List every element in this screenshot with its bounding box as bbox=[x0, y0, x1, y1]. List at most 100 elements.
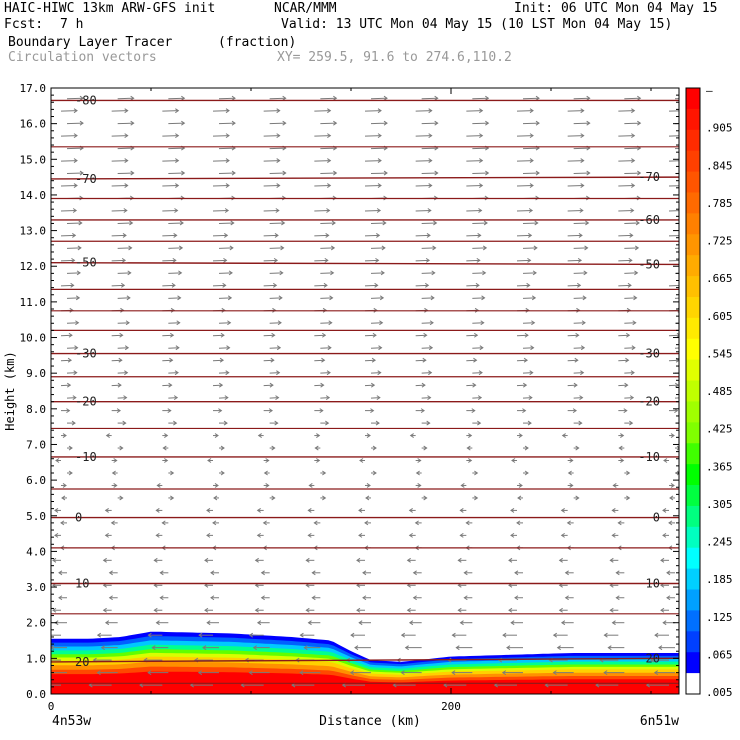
vector-arrowhead bbox=[575, 332, 580, 338]
vector-arrowhead bbox=[270, 357, 275, 363]
vector-arrowhead bbox=[629, 233, 634, 238]
vector-arrow bbox=[668, 185, 679, 187]
vector-arrow bbox=[269, 322, 282, 324]
vector-arrowhead bbox=[611, 532, 616, 538]
colorbar-label: .005 bbox=[706, 686, 733, 699]
vector-arrow bbox=[60, 135, 78, 137]
vector-arrowhead bbox=[682, 184, 685, 188]
colorbar-label: .785 bbox=[706, 197, 733, 210]
vector-arrow bbox=[370, 372, 381, 374]
vector-arrowhead bbox=[171, 282, 176, 288]
contour-label: 10 bbox=[75, 576, 89, 590]
vector-arrowhead bbox=[130, 120, 135, 126]
vector-arrowhead bbox=[626, 470, 631, 476]
vector-arrow bbox=[516, 334, 528, 337]
vector-arrowhead bbox=[256, 532, 261, 538]
vector-arrowhead bbox=[637, 170, 642, 176]
vector-arrow bbox=[117, 122, 134, 125]
vector-arrowhead bbox=[161, 520, 166, 526]
vector-arrowhead bbox=[274, 420, 279, 426]
vector-arrow bbox=[522, 297, 536, 299]
y-tick-label: 3.0 bbox=[26, 581, 46, 594]
vector-arrowhead bbox=[506, 645, 511, 651]
vector-arrow bbox=[269, 147, 286, 150]
vector-arrowhead bbox=[670, 433, 675, 438]
vector-arrowhead bbox=[227, 295, 233, 301]
vector-arrowhead bbox=[535, 95, 540, 101]
vector-arrowhead bbox=[423, 495, 428, 501]
vector-arrowhead bbox=[326, 370, 331, 376]
vector-arrowhead bbox=[322, 470, 327, 476]
vector-arrow bbox=[162, 259, 176, 262]
vector-arrow bbox=[516, 384, 527, 387]
colorbar-swatch bbox=[686, 610, 700, 632]
vector-arrowhead bbox=[627, 282, 632, 288]
vector-arrowhead bbox=[522, 408, 527, 414]
vector-arrowhead bbox=[575, 495, 580, 501]
vector-arrowhead bbox=[303, 645, 308, 651]
vector-arrow bbox=[218, 322, 231, 324]
vector-arrowhead bbox=[577, 257, 583, 263]
vector-arrowhead bbox=[313, 520, 318, 526]
vector-arrowhead bbox=[282, 120, 287, 126]
vector-arrow bbox=[573, 372, 584, 374]
vector-arrow bbox=[618, 359, 629, 362]
y-tick-label: 17.0 bbox=[20, 82, 47, 95]
vector-arrow bbox=[314, 234, 329, 237]
vector-arrowhead bbox=[429, 320, 434, 326]
vector-arrowhead bbox=[224, 233, 229, 238]
vector-arrowhead bbox=[534, 220, 539, 226]
vector-arrow bbox=[567, 284, 581, 287]
vector-arrow bbox=[269, 297, 282, 299]
vector-arrow bbox=[415, 110, 432, 112]
vector-arrow bbox=[421, 172, 438, 175]
contour-line-labeled bbox=[51, 261, 679, 266]
vector-arrowhead bbox=[666, 570, 671, 576]
vector-arrowhead bbox=[372, 470, 377, 476]
vector-arrowhead bbox=[682, 159, 685, 163]
vector-arrowhead bbox=[434, 170, 439, 176]
vector-arrow bbox=[320, 272, 334, 274]
vector-arrowhead bbox=[662, 508, 667, 513]
vector-arrowhead bbox=[463, 595, 468, 601]
vector-arrow bbox=[618, 384, 628, 387]
vector-arrow bbox=[320, 172, 337, 175]
vector-arrowhead bbox=[102, 557, 107, 563]
vector-arrowhead bbox=[637, 120, 642, 126]
vector-arrowhead bbox=[530, 345, 535, 351]
colorbar-swatch bbox=[686, 568, 700, 591]
vector-arrow bbox=[263, 209, 279, 212]
colorbar-swatch bbox=[686, 485, 700, 507]
vector-arrowhead bbox=[62, 483, 67, 488]
y-tick-label: 8.0 bbox=[26, 403, 46, 416]
vector-arrowhead bbox=[156, 483, 161, 488]
vector-arrow bbox=[421, 247, 436, 249]
vector-arrowhead bbox=[528, 208, 534, 213]
vector-arrowhead bbox=[248, 670, 253, 676]
vector-arrowhead bbox=[220, 332, 225, 338]
vector-arrowhead bbox=[518, 483, 523, 488]
vector-arrow bbox=[522, 172, 540, 175]
vector-arrow bbox=[624, 397, 634, 399]
vector-arrowhead bbox=[582, 295, 587, 301]
vector-arrowhead bbox=[123, 395, 128, 401]
y-tick-label: 16.0 bbox=[20, 118, 47, 131]
contour-label: -20 bbox=[75, 395, 97, 409]
vector-arrow bbox=[370, 322, 383, 324]
vector-arrowhead bbox=[76, 270, 81, 276]
vector-arrow bbox=[212, 135, 230, 137]
vector-arrowhead bbox=[224, 395, 229, 401]
vector-arrowhead bbox=[100, 645, 105, 651]
vector-arrow bbox=[624, 172, 641, 175]
vector-arrow bbox=[162, 209, 178, 212]
y-tick-label: 11.0 bbox=[20, 296, 47, 309]
colorbar-swatch bbox=[686, 422, 700, 444]
colorbar-swatch bbox=[686, 88, 700, 110]
vector-arrow bbox=[218, 222, 234, 224]
vector-arrow bbox=[263, 234, 278, 237]
vector-arrowhead bbox=[164, 433, 169, 438]
vector-arrow bbox=[618, 234, 633, 237]
vector-arrow bbox=[624, 97, 641, 100]
colorbar-label: .065 bbox=[706, 648, 733, 661]
vector-arrow bbox=[60, 185, 77, 187]
